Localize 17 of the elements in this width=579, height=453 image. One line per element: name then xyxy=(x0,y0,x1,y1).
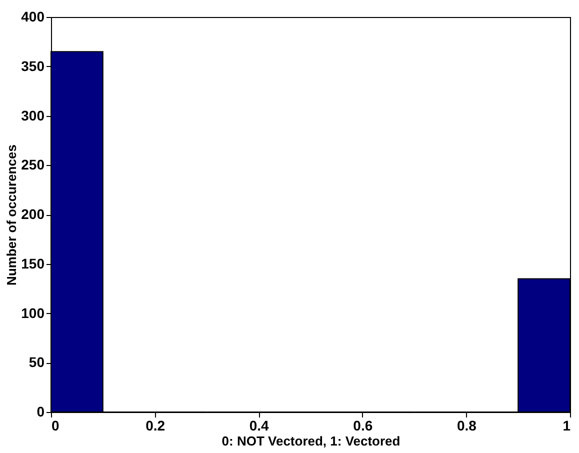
y-tick-label: 50 xyxy=(28,354,45,370)
y-tick-label: 350 xyxy=(21,58,45,74)
x-axis-title: 0: NOT Vectored, 1: Vectored xyxy=(222,434,400,448)
y-tick-label: 150 xyxy=(21,255,45,272)
x-tick-label: 0.4 xyxy=(249,418,270,434)
y-tick-label: 100 xyxy=(21,304,45,321)
y-tick-label: 0 xyxy=(36,404,45,420)
y-tick-label: 250 xyxy=(21,156,45,173)
x-tick-label: 0.2 xyxy=(146,418,166,434)
y-tick-label: 200 xyxy=(21,206,45,222)
y-tick-label: 300 xyxy=(21,107,45,124)
y-tick-label: 400 xyxy=(21,8,45,24)
x-tick-label: 0.6 xyxy=(353,418,373,434)
x-tick-label: 0.8 xyxy=(456,418,477,434)
x-tick-label: 0 xyxy=(52,418,60,434)
y-axis-title: Number of occurences xyxy=(4,144,20,286)
x-tick-label: 1 xyxy=(562,418,571,434)
